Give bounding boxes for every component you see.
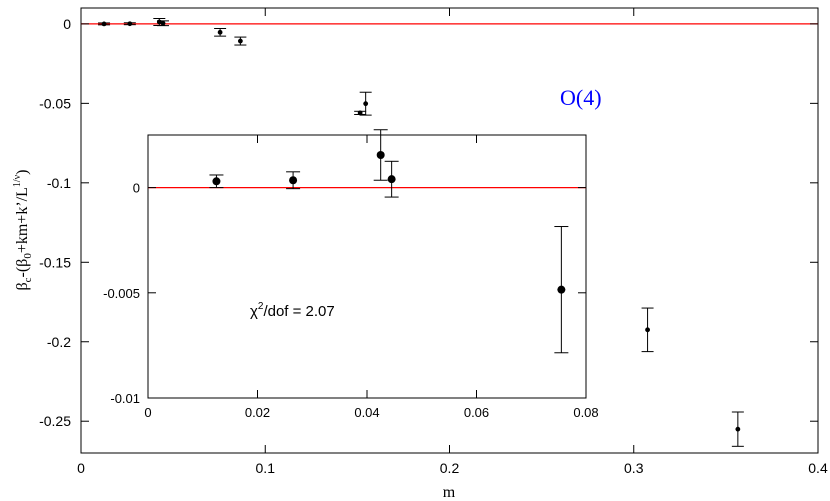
inset-data-point bbox=[286, 171, 301, 190]
main-x-tick-label: 0 bbox=[77, 460, 85, 476]
main-data-point bbox=[234, 36, 247, 46]
inset-plot: 0 0.02 0.04 0.06 0.08 0 -0.005 -0.01 χ2/dof = 2… bbox=[103, 129, 599, 420]
inset-data-point bbox=[373, 129, 388, 181]
main-y-tick-label: 0 bbox=[63, 16, 71, 32]
inset-marker bbox=[557, 285, 566, 294]
inset-y-tick-label: 0 bbox=[133, 181, 140, 196]
inset-marker bbox=[212, 177, 221, 186]
main-marker bbox=[127, 21, 133, 27]
main-marker bbox=[735, 426, 741, 432]
x-axis-label: m bbox=[443, 484, 456, 501]
main-y-tick-label: -0.1 bbox=[47, 175, 71, 191]
y-axis-label-terms: +km+k’/L bbox=[14, 187, 31, 253]
main-x-tick-label: 0.1 bbox=[256, 460, 276, 476]
main-data-point bbox=[359, 91, 372, 116]
y-axis-label-sub-c: c bbox=[22, 277, 34, 282]
main-plot: 0 0.1 0.2 0.3 0.40-0.05-0.1-0.15-0.2-0.25 m … bbox=[12, 7, 828, 501]
inset-x-tick-label: 0.04 bbox=[354, 405, 379, 420]
main-y-tick-label: -0.05 bbox=[39, 95, 71, 111]
inset-data-point bbox=[209, 174, 224, 189]
inset-x-tick-label: 0.08 bbox=[573, 405, 598, 420]
chi-superscript: 2 bbox=[258, 301, 264, 312]
chi-symbol: χ bbox=[250, 303, 258, 320]
series-annotation-o4: O(4) bbox=[560, 85, 602, 110]
y-axis-label-mid: -(β bbox=[14, 259, 31, 278]
inset-y-tick-label: -0.005 bbox=[103, 286, 140, 301]
inset-annotation-chi2: χ2/dof = 2.07 bbox=[250, 301, 335, 320]
main-y-tick-label: -0.15 bbox=[39, 254, 71, 270]
inset-x-tick-label: 0.06 bbox=[464, 405, 489, 420]
main-data-point bbox=[214, 28, 227, 37]
inset-x-tick-label: 0 bbox=[144, 405, 151, 420]
main-marker bbox=[217, 29, 223, 35]
main-x-tick-label: 0.3 bbox=[624, 460, 644, 476]
inset-data-point bbox=[384, 160, 399, 198]
main-marker bbox=[645, 327, 650, 333]
main-data-point bbox=[156, 20, 169, 27]
inset-marker bbox=[289, 176, 298, 185]
main-y-tick-label: -0.2 bbox=[47, 334, 71, 350]
inset-y-tick-label: -0.01 bbox=[110, 391, 140, 406]
main-marker bbox=[363, 101, 369, 107]
main-data-point bbox=[641, 307, 654, 353]
inset-marker bbox=[376, 150, 385, 159]
main-data-point bbox=[731, 411, 744, 447]
main-x-tick-label: 0.2 bbox=[440, 460, 460, 476]
main-marker bbox=[237, 38, 243, 44]
inset-x-tick-label: 0.02 bbox=[245, 405, 270, 420]
inset-data-point bbox=[554, 226, 569, 354]
y-axis-label-beta: β bbox=[14, 282, 31, 290]
main-y-tick-label: -0.25 bbox=[39, 413, 71, 429]
inset-axis-ticks: 0 0.02 0.04 0.06 0.08 0 -0.005 -0.01 bbox=[103, 135, 599, 420]
main-marker bbox=[357, 110, 363, 116]
main-x-tick-label: 0.4 bbox=[808, 460, 828, 476]
y-axis-label-sup-exponent: 1/ν bbox=[12, 174, 23, 187]
main-axis-ticks: 0 0.1 0.2 0.3 0.4 0 -0.05 -0.1 -0.15 -0.2 -0.25 bbox=[39, 8, 828, 476]
main-data-point bbox=[98, 21, 111, 27]
main-data-point bbox=[123, 21, 136, 27]
inset-data-points bbox=[209, 129, 569, 354]
inset-marker bbox=[387, 175, 396, 184]
main-marker bbox=[160, 20, 166, 26]
main-marker bbox=[101, 21, 107, 27]
chi-value: /dof = 2.07 bbox=[263, 303, 334, 320]
inset-plot-frame bbox=[147, 134, 587, 399]
y-axis-label-close: ) bbox=[14, 169, 31, 174]
y-axis-label-sub-0: 0 bbox=[22, 253, 34, 259]
main-data-points bbox=[98, 17, 744, 447]
main-data-point bbox=[354, 110, 367, 116]
y-axis-label: βc-(β0+km+k’/L1/ν) bbox=[12, 169, 34, 290]
